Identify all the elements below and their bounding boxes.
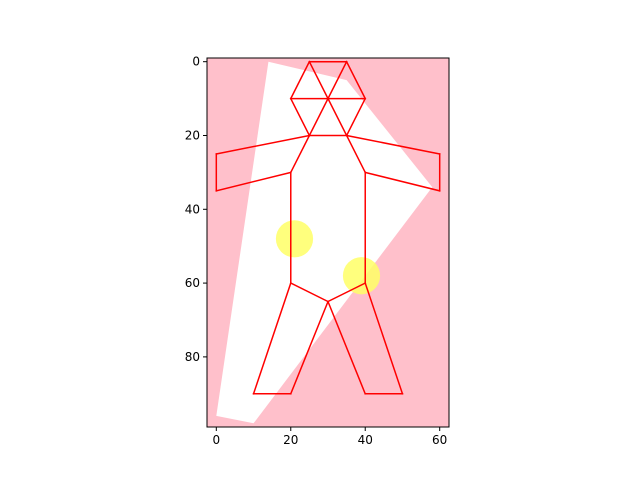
y-tick-label: 80: [185, 350, 200, 364]
figure-segment: [326, 282, 367, 303]
figure-segment: [345, 134, 367, 174]
x-tick-label: 20: [283, 433, 298, 447]
axes-frame: [206, 57, 450, 428]
figure-segment: [289, 134, 311, 174]
circles-layer: [275, 220, 381, 295]
y-tick-label: 0: [192, 55, 200, 69]
figure-segment: [215, 171, 292, 192]
x-tick-label: 40: [358, 433, 373, 447]
figure-segment: [308, 60, 348, 137]
figure-segment: [289, 282, 330, 303]
figure-lines: [215, 60, 441, 395]
y-tick-label: 40: [185, 202, 200, 216]
x-tick-label: 0: [212, 433, 220, 447]
x-axis: 0 20 40 60: [212, 427, 447, 447]
figure-segment: [345, 60, 367, 100]
figure-segment: [327, 300, 367, 395]
figure-segment: [364, 282, 404, 395]
figure-segment: [345, 134, 441, 155]
y-axis: 0 20 40 60 80: [185, 55, 207, 364]
y-tick-label: 60: [185, 276, 200, 290]
figure-segment: [252, 282, 292, 395]
y-tick-label: 20: [185, 128, 200, 142]
highlight-circle: [342, 257, 381, 295]
figure-segment: [289, 300, 329, 395]
figure-segment: [345, 97, 367, 137]
highlight-circle: [275, 220, 314, 258]
figure-segment: [364, 171, 441, 192]
figure-segment: [289, 60, 311, 100]
figure-segment: [215, 134, 311, 155]
figure-segment: [289, 97, 311, 137]
white-region: [216, 61, 433, 424]
plot-area: [207, 58, 449, 427]
x-tick-label: 60: [432, 433, 447, 447]
